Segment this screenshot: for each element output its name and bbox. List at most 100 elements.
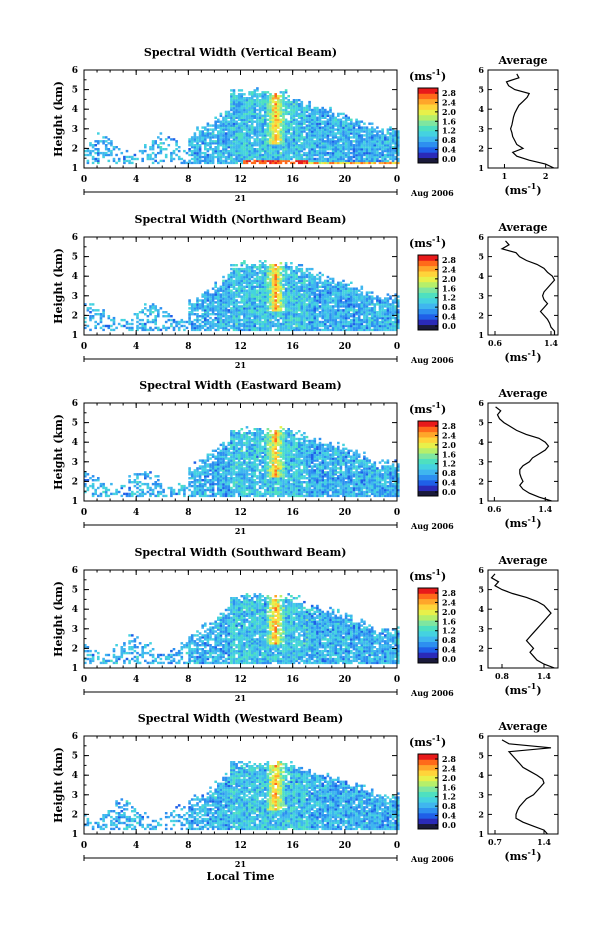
heatmap-cell	[271, 277, 275, 281]
heatmap-cell	[261, 100, 264, 104]
heatmap-cell	[162, 142, 165, 145]
heatmap-cell	[300, 311, 304, 314]
heatmap-cell	[389, 318, 392, 322]
heatmap-cell	[243, 100, 246, 104]
heatmap-cell	[384, 134, 387, 137]
heatmap-cell	[284, 283, 288, 286]
heatmap-cell	[384, 136, 387, 139]
heatmap-cell	[245, 322, 249, 326]
heatmap-cell	[206, 307, 210, 310]
heatmap-cell	[360, 149, 364, 153]
heatmap-cell	[217, 118, 220, 121]
heatmap-cell	[363, 149, 366, 153]
heatmap-cell	[227, 277, 231, 281]
heatmap-cell	[331, 140, 335, 143]
heatmap-cell	[138, 484, 142, 488]
heatmap-cell	[321, 153, 324, 157]
heatmap-cell	[344, 313, 348, 316]
heatmap-cell	[253, 285, 257, 288]
heatmap-cell	[214, 126, 217, 129]
heatmap-cell	[154, 494, 157, 498]
heatmap-cell	[384, 311, 387, 314]
heatmap-cell	[261, 116, 264, 119]
heatmap-cell	[360, 140, 364, 143]
heatmap-cell	[110, 318, 113, 322]
heatmap-cell	[224, 309, 228, 312]
heatmap-cell	[284, 149, 288, 153]
heatmap-cell	[292, 128, 296, 131]
heatmap-cell	[256, 95, 259, 98]
heatmap-cell	[248, 138, 251, 141]
heatmap-cell	[128, 326, 131, 330]
heatmap-cell	[138, 473, 142, 476]
heatmap-cell	[219, 161, 223, 165]
heatmap-cell	[172, 492, 176, 496]
heatmap-cell	[357, 307, 361, 310]
heatmap-cell	[99, 316, 103, 320]
heatmap-cell	[183, 149, 186, 153]
heatmap-cell	[277, 116, 280, 119]
heatmap-cell	[258, 309, 262, 312]
heatmap-cell	[219, 287, 223, 290]
heatmap-cell	[360, 307, 364, 310]
heatmap-cell	[337, 112, 340, 116]
heatmap-cell	[94, 157, 97, 161]
heatmap-cell	[300, 299, 304, 302]
heatmap-cell	[378, 151, 382, 155]
heatmap-cell	[326, 110, 330, 114]
heatmap-cell	[295, 305, 298, 308]
heatmap-cell	[224, 124, 228, 127]
heatmap-cell	[389, 157, 392, 161]
heatmap-cell	[256, 128, 259, 131]
heatmap-cell	[308, 134, 311, 137]
heatmap-cell	[284, 313, 288, 316]
heatmap-cell	[282, 313, 285, 316]
heatmap-cell	[321, 291, 324, 294]
heatmap-cell	[303, 116, 306, 119]
heatmap-cell	[271, 264, 275, 267]
heatmap-cell	[355, 130, 358, 133]
heatmap-cell	[144, 326, 147, 330]
heatmap-cell	[342, 322, 345, 326]
heatmap-cell	[167, 315, 171, 318]
heatmap-cell	[295, 311, 298, 314]
heatmap-cell	[204, 291, 207, 294]
heatmap-cell	[381, 159, 384, 163]
heatmap-cell	[222, 161, 225, 165]
heatmap-cell	[368, 309, 371, 312]
heatmap-cell	[269, 100, 272, 104]
heatmap-cell	[339, 118, 343, 121]
heatmap-cell	[269, 277, 272, 281]
heatmap-cell	[274, 95, 277, 98]
heatmap-cell	[331, 293, 335, 296]
heatmap-cell	[308, 148, 311, 151]
heatmap-cell	[279, 146, 283, 149]
heatmap-cell	[237, 269, 241, 273]
avg-y-tick-label: 5	[478, 85, 484, 95]
heatmap-cell	[376, 318, 379, 322]
heatmap-cell	[284, 273, 288, 277]
heatmap-cell	[316, 106, 319, 110]
heatmap-cell	[180, 486, 184, 490]
heatmap-cell	[217, 140, 220, 143]
heatmap-cell	[305, 313, 309, 316]
heatmap-cell	[264, 153, 267, 157]
heatmap-cell	[243, 328, 246, 332]
heatmap-cell	[391, 148, 395, 151]
heatmap-cell	[261, 315, 264, 318]
heatmap-cell	[198, 155, 202, 159]
heatmap-cell	[274, 267, 277, 271]
heatmap-cell	[204, 307, 207, 310]
heatmap-cell	[253, 305, 257, 308]
heatmap-cell	[279, 153, 283, 157]
heatmap-cell	[224, 148, 228, 151]
heatmap-cell	[266, 267, 270, 271]
heatmap-cell	[297, 155, 301, 159]
heatmap-cell	[201, 151, 204, 155]
heatmap-cell	[196, 297, 199, 300]
heatmap-cell	[386, 144, 390, 147]
heatmap-cell	[256, 149, 259, 153]
colorbar-unit-base: (ms	[409, 70, 432, 83]
heatmap-cell	[131, 490, 134, 494]
heatmap-cell	[237, 273, 241, 277]
